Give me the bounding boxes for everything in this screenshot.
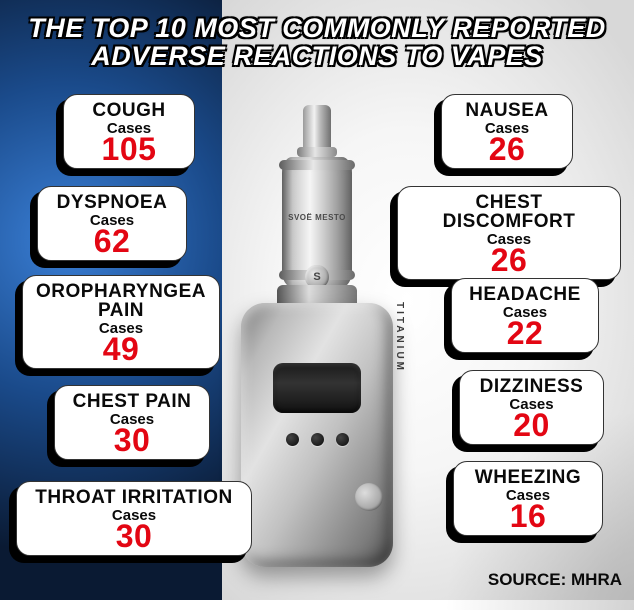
reaction-box: OROPHARYNGEAPAINCases49 [22,275,220,369]
reaction-name: OROPHARYNGEAPAIN [33,282,209,320]
reaction-box: DYSPNOEACases62 [37,186,187,261]
reaction-name: DIZZINESS [470,377,593,396]
source-credit: SOURCE: MHRA [488,570,622,590]
vape-buttons [241,433,393,451]
reaction-count: 26 [408,246,610,275]
vape-mod-emblem [355,483,383,511]
reaction-name: CHEST PAIN [65,392,199,411]
headline-line2: ADVERSE REACTIONS TO VAPES [91,41,543,71]
reaction-box: HEADACHECases22 [451,278,599,353]
headline: THE TOP 10 MOST COMMONLY REPORTED ADVERS… [0,14,634,71]
reaction-count: 30 [27,522,241,551]
reaction-box: WHEEZINGCases16 [453,461,603,536]
vape-tank-label: SVOË MESTO [277,213,357,222]
reaction-name: THROAT IRRITATION [27,488,241,507]
reaction-box: CHEST PAINCases30 [54,385,210,460]
reaction-count: 105 [74,135,184,164]
reaction-box: CHEST DISCOMFORTCases26 [397,186,621,280]
reaction-count: 62 [48,227,176,256]
source-name: MHRA [571,570,622,589]
reaction-count: 26 [452,135,562,164]
reaction-box: DIZZINESSCases20 [459,370,604,445]
reaction-name: CHEST DISCOMFORT [408,193,610,231]
reaction-name: WHEEZING [464,468,592,487]
vape-atomizer: SVOË MESTO S [277,105,357,315]
reaction-count: 16 [464,502,592,531]
vape-mod-body: TITANIUM [241,303,393,567]
reaction-count: 22 [462,319,588,348]
reaction-name: HEADACHE [462,285,588,304]
reaction-name: COUGH [74,101,184,120]
reaction-name: DYSPNOEA [48,193,176,212]
source-prefix: SOURCE: [488,570,571,589]
reaction-count: 49 [33,335,209,364]
reaction-count: 20 [470,411,593,440]
vape-screen [273,363,361,413]
reaction-box: THROAT IRRITATIONCases30 [16,481,252,556]
vape-device: SVOË MESTO S TITANIUM [241,105,393,567]
headline-line1: THE TOP 10 MOST COMMONLY REPORTED [28,13,606,43]
vape-brand-text: TITANIUM [394,302,405,373]
reaction-box: COUGHCases105 [63,94,195,169]
reaction-count: 30 [65,426,199,455]
reaction-name: NAUSEA [452,101,562,120]
reaction-box: NAUSEACases26 [441,94,573,169]
